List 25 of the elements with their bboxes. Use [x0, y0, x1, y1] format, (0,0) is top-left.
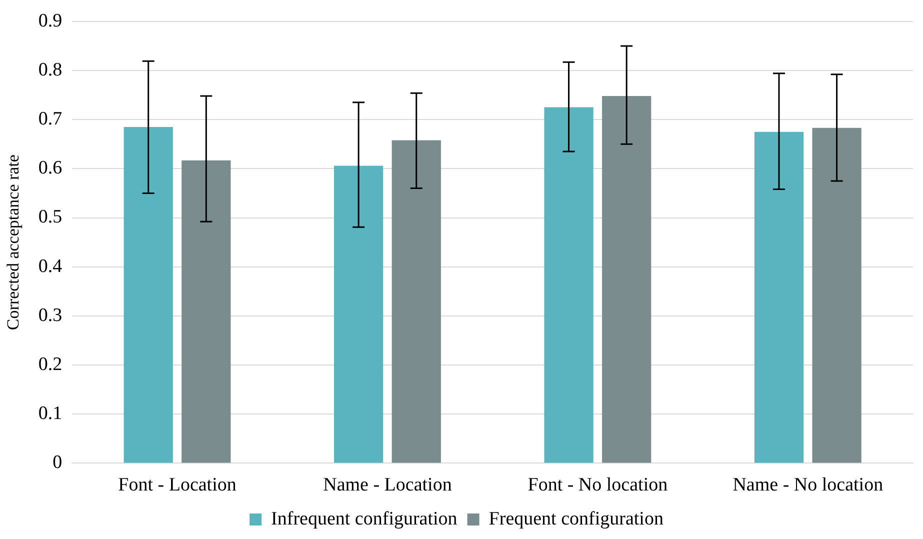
x-tick-label: Font - Location — [118, 474, 237, 496]
y-tick-label: 0.9 — [38, 10, 62, 32]
x-tick-label: Font - No location — [528, 474, 668, 496]
y-tick-label: 0.1 — [38, 403, 62, 424]
y-tick-label: 0 — [52, 452, 62, 474]
x-tick-label: Name - Location — [323, 474, 452, 496]
bar — [812, 128, 862, 463]
legend-label: Frequent configuration — [488, 508, 664, 530]
bar — [124, 126, 173, 463]
y-tick-label: 0.8 — [38, 59, 62, 80]
y-tick-label: 0.5 — [38, 206, 62, 228]
y-tick-label: 0.2 — [38, 354, 62, 376]
bar — [602, 96, 652, 463]
x-tick-label: Name - No location — [732, 474, 884, 496]
bar — [334, 166, 384, 463]
y-axis-title: Corrected acceptance rate — [4, 154, 23, 330]
y-tick-label: 0.4 — [38, 256, 63, 277]
bar — [182, 160, 231, 463]
y-tick-label: 0.6 — [38, 158, 62, 179]
legend-label: Infrequent configuration — [271, 508, 458, 530]
y-tick-label: 0.3 — [38, 304, 62, 326]
bar — [754, 132, 804, 463]
bar — [544, 107, 594, 463]
y-tick-label: 0.7 — [38, 108, 62, 130]
bar — [392, 140, 441, 463]
